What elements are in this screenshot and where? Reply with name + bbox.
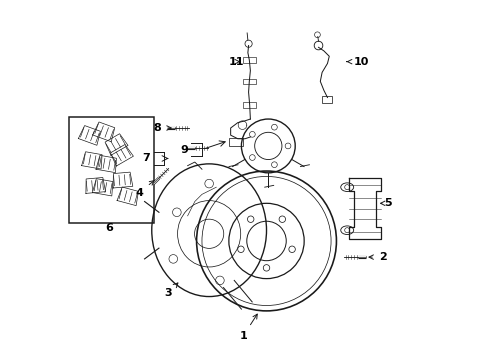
Text: 1: 1 <box>239 314 257 341</box>
Text: 7: 7 <box>143 153 150 163</box>
Text: 5: 5 <box>381 198 392 208</box>
Bar <box>322 96 332 103</box>
Text: 6: 6 <box>105 224 113 233</box>
Bar <box>229 138 243 146</box>
Text: 9: 9 <box>180 144 188 154</box>
Text: 8: 8 <box>153 123 171 133</box>
Text: 3: 3 <box>164 283 178 298</box>
Text: 4: 4 <box>135 181 154 198</box>
Bar <box>69 117 153 223</box>
Bar <box>243 102 256 108</box>
Bar <box>243 57 256 63</box>
Bar <box>243 78 256 84</box>
Text: 2: 2 <box>369 252 387 262</box>
Text: 11: 11 <box>228 57 244 67</box>
Text: 10: 10 <box>347 57 369 67</box>
